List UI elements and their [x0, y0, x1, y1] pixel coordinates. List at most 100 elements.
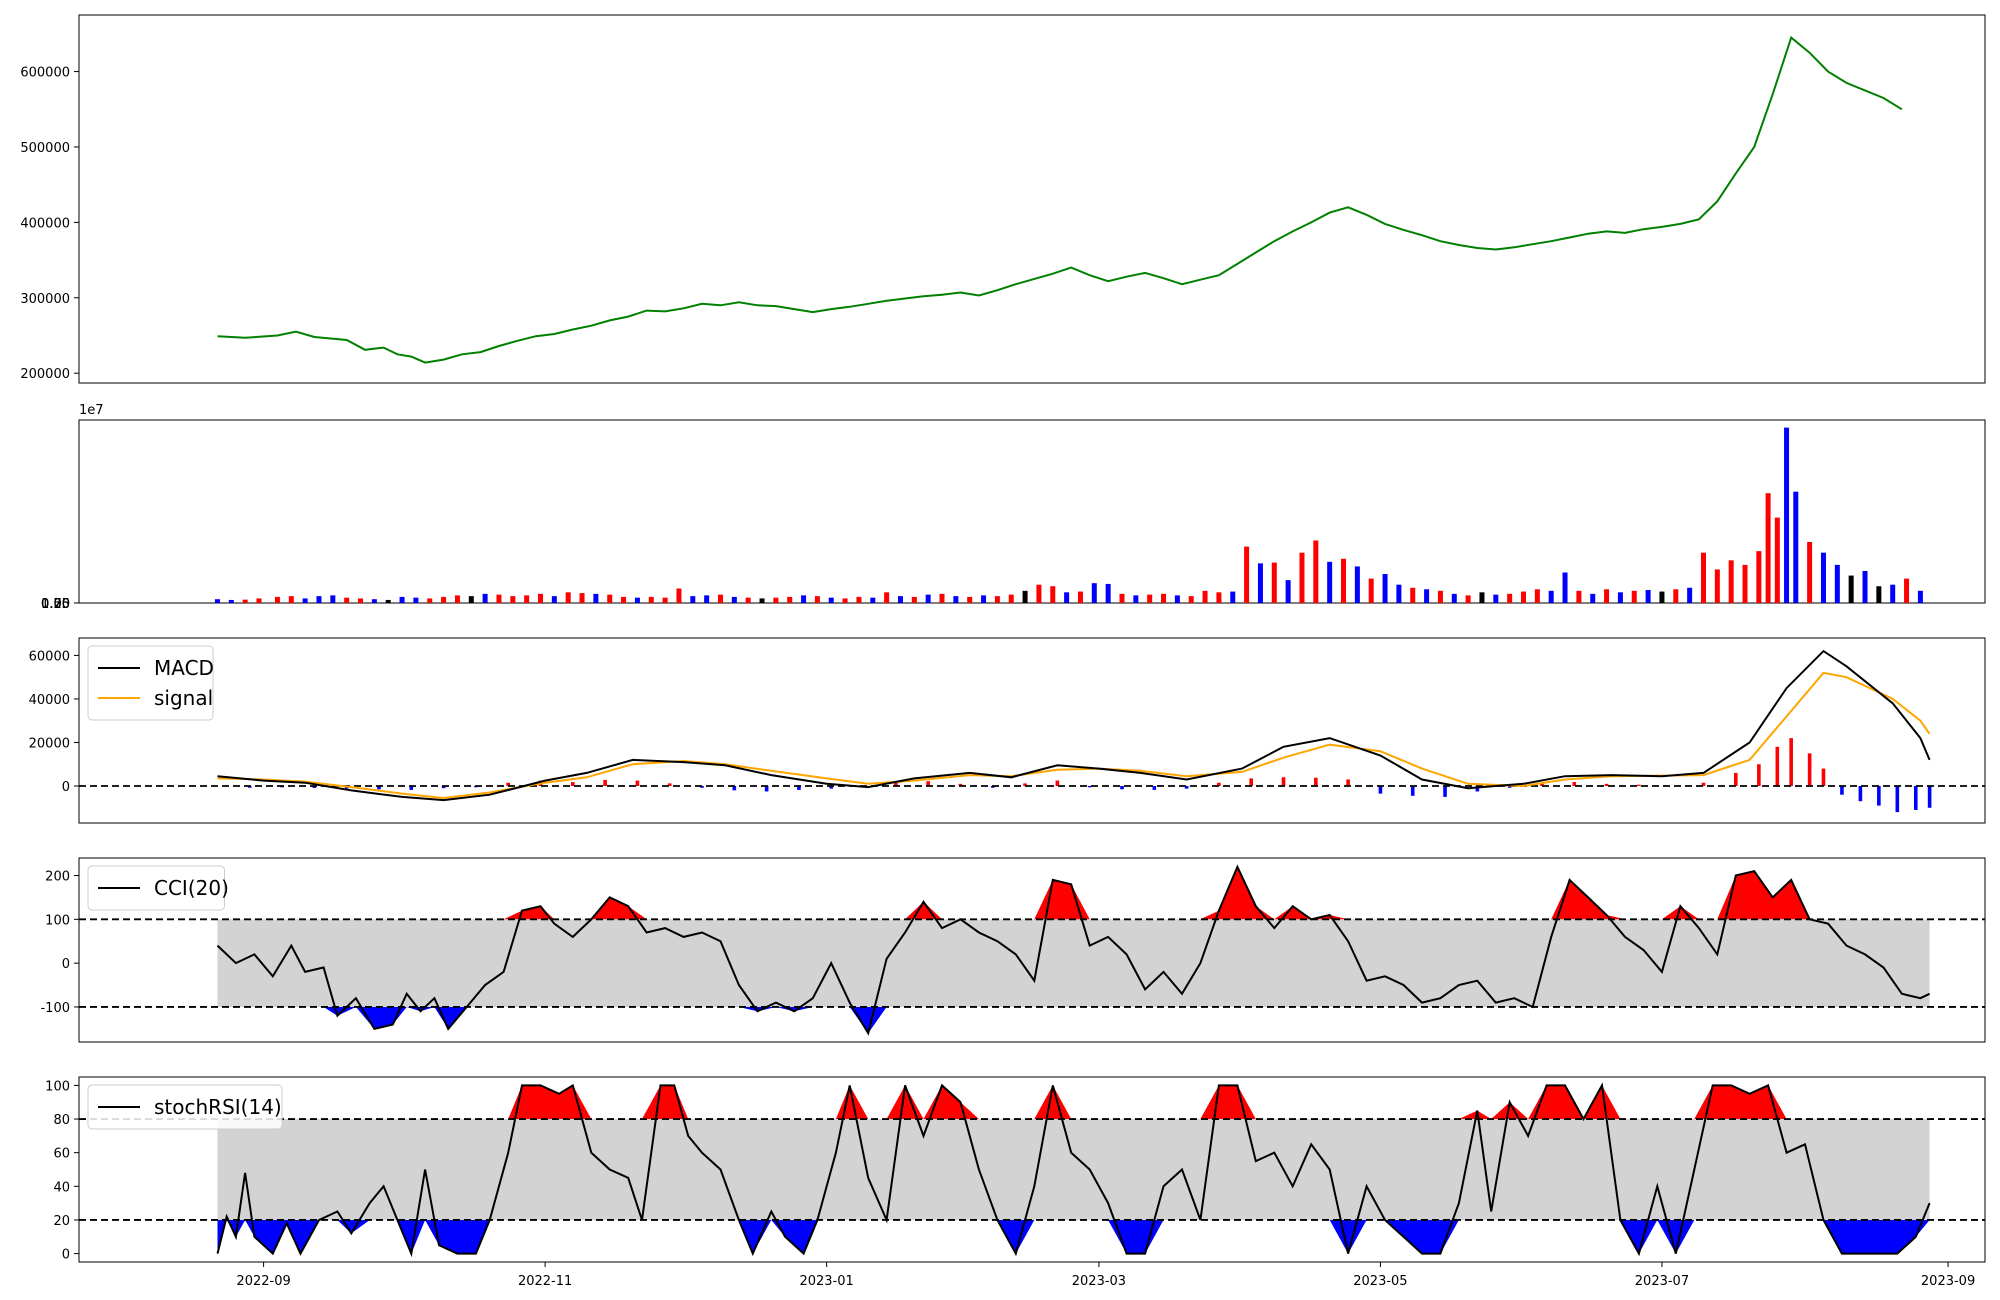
macd-histogram-bar	[732, 786, 737, 791]
volume-bar	[801, 595, 807, 603]
volume-bar	[1590, 593, 1596, 603]
volume-bar	[427, 598, 433, 603]
volume-bar	[1576, 590, 1582, 603]
price-line	[217, 35, 1903, 364]
stochrsi-y-tick-label: 0	[62, 1248, 70, 1263]
volume-bar	[1230, 591, 1236, 603]
cci-line	[216, 864, 1931, 1036]
volume-bar	[745, 597, 751, 603]
macd-histogram-bar	[1475, 786, 1480, 792]
macd-y-tick-label: 40000	[29, 693, 70, 708]
macd-histogram-bar	[1152, 786, 1157, 790]
volume-bar	[358, 598, 364, 603]
volume-bar	[228, 599, 234, 603]
cci-oversold-fill	[217, 1007, 1930, 1034]
macd-histogram-bar	[667, 783, 672, 786]
volume-y-tick-label: 0.50	[41, 597, 70, 612]
stochrsi-y-tick-label: 60	[53, 1147, 70, 1162]
macd-y-axis: 0 20000 40000 60000	[29, 649, 79, 795]
x-tick-label: 2023-05	[1353, 1274, 1407, 1289]
volume-bar	[787, 596, 793, 603]
cci-neutral-band	[217, 919, 1930, 1007]
volume-bar	[1368, 578, 1374, 603]
macd-plot-frame	[78, 637, 1986, 824]
volume-bar	[1774, 517, 1780, 603]
stochrsi-legend-label: stochRSI(14)	[154, 1095, 282, 1119]
volume-bar	[1147, 594, 1153, 603]
macd-histogram-bar	[506, 782, 510, 786]
volume-bar	[1105, 583, 1111, 603]
volume-y-tick-label: 1.00	[41, 597, 70, 612]
x-tick-label: 2023-01	[799, 1274, 853, 1289]
volume-bar	[551, 596, 557, 603]
volume-bar	[1437, 590, 1443, 603]
macd-histogram-bar	[603, 779, 607, 786]
price-plot-frame	[78, 14, 1986, 384]
macd-y-tick-label: 0	[62, 780, 70, 795]
volume-bar	[842, 598, 848, 603]
macd-histogram-bar	[1346, 779, 1350, 786]
volume-bar	[1631, 590, 1637, 603]
volume-bar	[1285, 580, 1291, 603]
macd-histogram-bar	[797, 786, 801, 790]
x-tick-label: 2023-03	[1072, 1274, 1126, 1289]
macd-histogram-bar	[958, 783, 963, 786]
macd-histogram-bar	[1572, 782, 1577, 786]
macd-histogram-bar	[1701, 782, 1706, 786]
volume-bar	[1876, 586, 1882, 603]
volume-bar	[870, 597, 876, 603]
volume-bar	[330, 595, 336, 603]
macd-histogram-bar	[1023, 783, 1027, 786]
volume-bar	[385, 599, 391, 603]
volume-bar	[1050, 586, 1056, 603]
macd-histogram-bar	[571, 782, 575, 786]
volume-bar	[1714, 569, 1720, 603]
macd-y-tick-label: 20000	[29, 736, 70, 751]
volume-bar	[1807, 542, 1813, 603]
volume-bar	[1507, 593, 1513, 603]
macd-histogram-bar	[1927, 786, 1932, 808]
stochrsi-line	[216, 1082, 1931, 1258]
macd-histogram-bar	[1217, 782, 1221, 786]
macd-y-tick-label: 60000	[29, 649, 70, 664]
macd-histogram-bar	[635, 780, 640, 786]
cci-legend-label: CCI(20)	[154, 876, 229, 900]
volume-bar	[759, 598, 765, 603]
volume-bar	[371, 599, 377, 603]
macd-histogram-bar	[1757, 764, 1761, 786]
volume-bar	[1728, 560, 1734, 603]
volume-bar	[1862, 570, 1868, 603]
macd-histogram-bar	[1055, 780, 1060, 786]
volume-bar	[1562, 572, 1568, 603]
volume-bar	[981, 595, 987, 603]
volume-bar	[1424, 589, 1430, 603]
volume-bar	[925, 594, 931, 603]
volume-bar	[1382, 574, 1388, 603]
volume-bar	[1765, 493, 1771, 603]
macd-histogram-bar	[1775, 746, 1780, 786]
volume-bar	[1271, 562, 1277, 603]
price-y-tick-label: 500000	[20, 141, 70, 156]
volume-bar	[242, 599, 248, 603]
volume-bar	[856, 596, 862, 603]
volume-bar	[911, 596, 917, 603]
volume-bar	[1064, 592, 1070, 603]
volume-bar	[1341, 558, 1347, 603]
macd-histogram-bar	[1807, 753, 1812, 786]
volume-bar	[662, 597, 668, 603]
macd-histogram-bar	[409, 786, 414, 790]
macd-histogram-bar	[1895, 786, 1900, 813]
macd-legend-label: MACD	[154, 656, 214, 680]
cci-y-axis: -100 0 100 200	[40, 870, 79, 1016]
volume-bar	[1904, 578, 1910, 603]
volume-bar	[1848, 575, 1854, 603]
volume-bar	[214, 599, 220, 603]
stochrsi-y-tick-label: 40	[53, 1180, 70, 1195]
macd-histogram-bar	[1443, 786, 1447, 797]
x-tick-label: 2023-07	[1635, 1274, 1689, 1289]
volume-bar	[704, 595, 710, 603]
x-tick-label: 2022-09	[236, 1274, 290, 1289]
macd-histogram-bar	[1249, 778, 1254, 786]
volume-bar	[1327, 561, 1333, 603]
volume-bar	[939, 593, 945, 603]
